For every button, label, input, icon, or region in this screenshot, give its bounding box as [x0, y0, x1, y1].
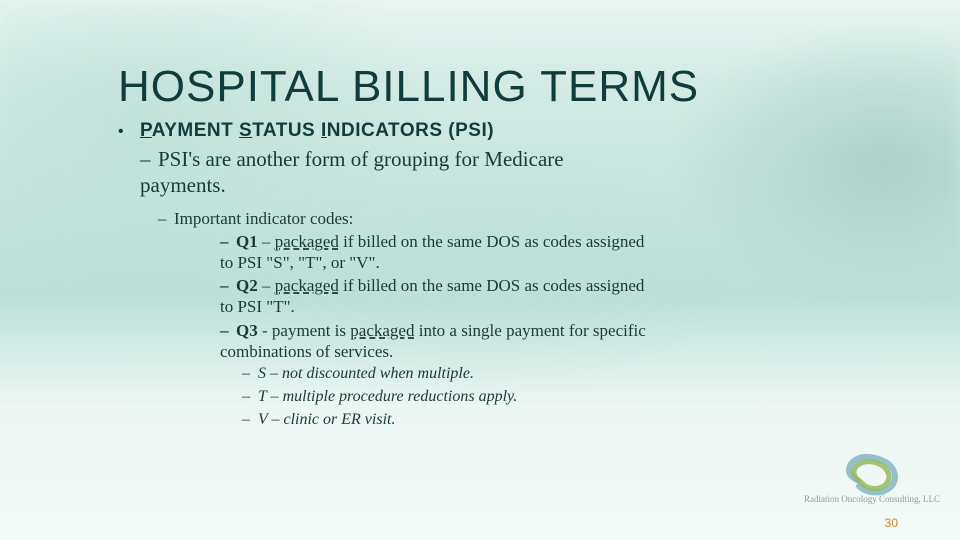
dash-icon: –	[220, 275, 236, 296]
dash-icon: –	[140, 146, 158, 172]
dash-icon: –	[158, 209, 174, 229]
q2-sep: –	[258, 276, 275, 295]
slide-title: HOSPITAL BILLING TERMS	[118, 62, 850, 112]
l1-a: PSI's are another form of grouping for M…	[158, 147, 564, 171]
bullet-icon: •	[118, 123, 140, 141]
psi-heading: PAYMENT STATUS INDICATORS (PSI)	[140, 120, 494, 142]
q3-row: –Q3 - payment is packaged into a single …	[220, 320, 830, 363]
stv-s: S – not discounted when multiple.	[258, 365, 474, 382]
heading-s: S	[239, 120, 252, 141]
q1-sep: –	[258, 232, 275, 251]
company-logo: Radiation Oncology Consulting, LLC	[804, 452, 940, 504]
slide-content: HOSPITAL BILLING TERMS • PAYMENT STATUS …	[0, 0, 960, 540]
dash-icon: –	[220, 320, 236, 341]
logo-swirl-icon	[837, 452, 907, 498]
stv-t: T – multiple procedure reductions apply.	[258, 388, 517, 405]
level2-block: –Important indicator codes: –Q1 – packag…	[158, 209, 850, 431]
q1-pkg: packaged	[275, 232, 339, 251]
q1-rest-a: if billed on the same DOS as codes assig…	[339, 232, 644, 251]
q1-row: –Q1 – packaged if billed on the same DOS…	[220, 231, 830, 274]
dash-icon: –	[220, 231, 236, 252]
q1-rest-b: to PSI "S", "T", or "V".	[220, 253, 380, 272]
heading-p: P	[140, 120, 152, 141]
v-row: –V – clinic or ER visit.	[242, 410, 830, 431]
s-row: –S – not discounted when multiple.	[242, 364, 830, 385]
q1-code: Q1	[236, 232, 258, 251]
q2-code: Q2	[236, 276, 258, 295]
q2-rest-a: if billed on the same DOS as codes assig…	[339, 276, 644, 295]
dash-icon: –	[242, 387, 258, 408]
heading-row: • PAYMENT STATUS INDICATORS (PSI)	[118, 120, 850, 142]
dash-icon: –	[242, 364, 258, 385]
t-row: –T – multiple procedure reductions apply…	[242, 387, 830, 408]
q3-code: Q3	[236, 321, 258, 340]
level1-text: –PSI's are another form of grouping for …	[140, 146, 850, 199]
q2-row: –Q2 – packaged if billed on the same DOS…	[220, 275, 830, 318]
q2-pkg: packaged	[275, 276, 339, 295]
q3-rest-b: combinations of services.	[220, 342, 393, 361]
q3-pkg: packaged	[350, 321, 414, 340]
q2-rest-b: to PSI "T".	[220, 297, 295, 316]
stv-v: V – clinic or ER visit.	[258, 411, 395, 428]
q3-rest-a: into a single payment for specific	[414, 321, 645, 340]
q3-sep: - payment is	[258, 321, 351, 340]
l2-head-text: Important indicator codes:	[174, 209, 353, 228]
level2-head: –Important indicator codes:	[158, 209, 830, 229]
heading-tatus: TATUS	[252, 120, 321, 141]
heading-ndicators: NDICATORS	[327, 120, 448, 141]
page-number: 30	[885, 516, 898, 530]
heading-psi: (PSI)	[448, 120, 494, 141]
heading-ayment: AYMENT	[152, 120, 239, 141]
l1-b: payments.	[140, 173, 226, 197]
logo-text: Radiation Oncology Consulting, LLC	[804, 494, 940, 504]
dash-icon: –	[242, 410, 258, 431]
